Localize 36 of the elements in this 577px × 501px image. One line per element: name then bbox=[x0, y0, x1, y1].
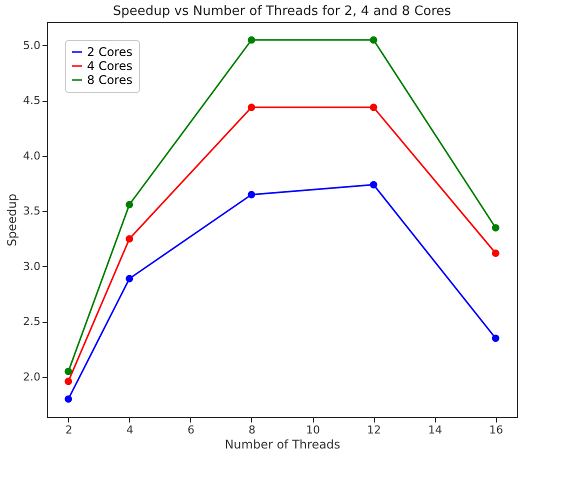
legend-label: 2 Cores bbox=[87, 45, 132, 59]
point bbox=[370, 36, 378, 44]
x-axis-title: Number of Threads bbox=[224, 438, 340, 452]
point bbox=[126, 200, 134, 208]
x-tick-label: 4 bbox=[126, 424, 134, 436]
x-tick-label: 12 bbox=[367, 424, 382, 436]
y-tick-label: 4.5 bbox=[23, 94, 40, 108]
x-tick-label: 6 bbox=[187, 424, 194, 436]
y-tick-label: 4.0 bbox=[23, 149, 40, 162]
point bbox=[370, 104, 378, 112]
point bbox=[248, 190, 256, 198]
point bbox=[492, 224, 500, 232]
point bbox=[248, 104, 256, 112]
legend-label: 4 Cores bbox=[87, 59, 132, 73]
chart-title: Speedup vs Number of Threads for 2, 4 and 8 Cores bbox=[112, 4, 452, 19]
point bbox=[64, 378, 72, 386]
point bbox=[248, 36, 256, 44]
legend-label: 8 Cores bbox=[87, 73, 132, 87]
point bbox=[492, 250, 500, 257]
point bbox=[64, 395, 72, 403]
point bbox=[370, 180, 378, 188]
y-tick-label: 2.0 bbox=[23, 370, 40, 384]
x-tick-label: 2 bbox=[65, 424, 72, 436]
y-tick-label: 2.5 bbox=[23, 315, 40, 328]
x-tick-label: 10 bbox=[306, 424, 320, 436]
y-tick-label: 3.5 bbox=[23, 204, 40, 218]
point bbox=[492, 334, 500, 342]
x-tick-label: 16 bbox=[489, 424, 504, 436]
y-axis-title: Speedup bbox=[5, 194, 20, 246]
y-tick-label: 3.0 bbox=[23, 260, 40, 273]
point bbox=[64, 368, 72, 376]
point bbox=[126, 274, 134, 282]
x-tick-label: 14 bbox=[428, 424, 442, 436]
y-tick-label: 5.0 bbox=[23, 38, 40, 52]
x-tick-label: 8 bbox=[248, 424, 256, 436]
point bbox=[126, 235, 134, 243]
